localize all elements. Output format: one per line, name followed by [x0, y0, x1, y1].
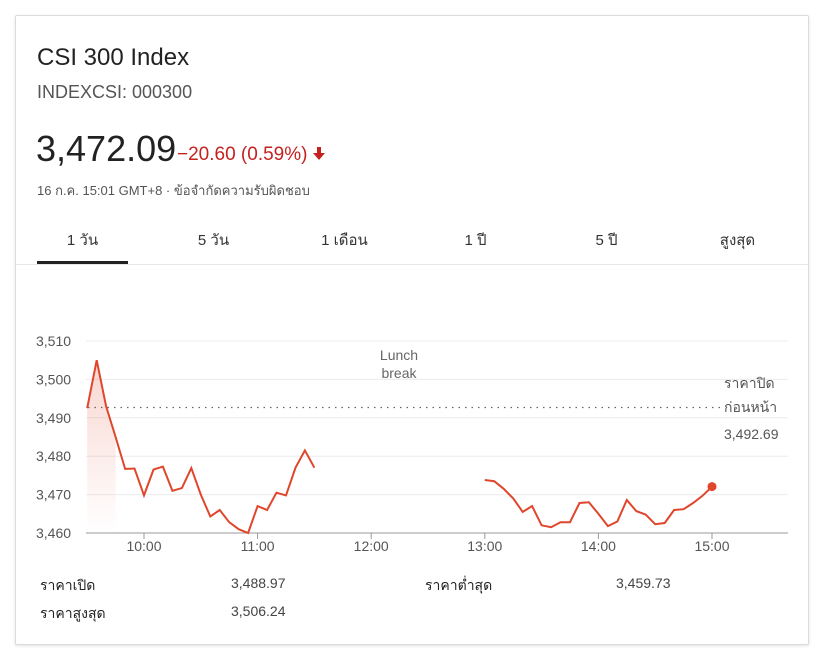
open-value: 3,488.97 — [231, 575, 286, 591]
stock-card: CSI 300 Index INDEXCSI: 000300 3,472.09 … — [15, 15, 809, 645]
arrow-down-icon — [313, 144, 326, 166]
low-label: ราคาต่ำสุด — [425, 577, 493, 593]
previous-close-label-line2: ก่อนหน้า — [724, 399, 777, 415]
grid-lines — [86, 340, 788, 534]
price-line-afternoon — [484, 479, 713, 529]
high-value: 3,506.24 — [231, 603, 286, 619]
price-chart: 3,460 3,470 3,480 3,490 3,500 3,510 10:00 11:0… — [36, 333, 788, 554]
tab-1-day[interactable]: 1 วัน — [66, 232, 99, 249]
high-label: ราคาสูงสุด — [40, 605, 106, 621]
x-tick-label: 13:00 — [467, 538, 502, 554]
y-tick-label: 3,460 — [36, 525, 71, 541]
x-axis-ticks: 10:00 11:00 12:00 13:00 14:00 15:00 — [126, 533, 730, 554]
x-tick-label: 15:00 — [694, 538, 729, 554]
y-tick-label: 3,510 — [36, 333, 71, 349]
price-line-morning — [86, 360, 316, 535]
price-area-fill — [87, 360, 116, 533]
y-tick-label: 3,490 — [36, 410, 71, 426]
price-change: −20.60 (0.59%) — [177, 144, 326, 166]
x-tick-label: 14:00 — [581, 538, 616, 554]
x-tick-label: 12:00 — [354, 538, 389, 554]
x-tick-label: 11:00 — [241, 538, 275, 554]
y-tick-label: 3,470 — [36, 487, 71, 503]
tab-5-years[interactable]: 5 ปี — [595, 232, 618, 249]
previous-close-value: 3,492.69 — [724, 426, 779, 442]
index-title: CSI 300 Index — [37, 44, 190, 71]
lunch-break-label-line1: Lunch — [380, 347, 418, 363]
range-tabs: 1 วัน 5 วัน 1 เดือน 1 ปี 5 ปี สูงสุด — [16, 216, 808, 265]
tab-5-days[interactable]: 5 วัน — [197, 232, 230, 249]
tab-max[interactable]: สูงสุด — [719, 232, 756, 249]
low-value: 3,459.73 — [616, 575, 671, 591]
ticker-symbol: INDEXCSI: 000300 — [37, 82, 193, 102]
selected-tab-indicator — [37, 261, 128, 264]
timestamp-disclaimer: 16 ก.ค. 15:01 GMT+8 · ข้อจำกัดความรับผิด… — [37, 180, 310, 201]
open-label: ราคาเปิด — [40, 577, 96, 593]
last-price-dot[interactable] — [707, 482, 717, 492]
y-tick-label: 3,480 — [36, 448, 71, 464]
current-price: 3,472.09 — [36, 128, 177, 169]
tab-1-year[interactable]: 1 ปี — [464, 232, 487, 249]
tab-1-month[interactable]: 1 เดือน — [321, 232, 368, 249]
lunch-break-label-line2: break — [381, 365, 417, 381]
y-axis-ticks: 3,460 3,470 3,480 3,490 3,500 3,510 — [36, 333, 71, 541]
x-tick-label: 10:00 — [126, 538, 161, 554]
y-tick-label: 3,500 — [36, 371, 71, 387]
price-change-text: −20.60 (0.59%) — [177, 144, 308, 165]
timestamp-disclaimer-text[interactable]: 16 ก.ค. 15:01 GMT+8 · ข้อจำกัดความรับผิด… — [37, 183, 310, 198]
previous-close-label-line1: ราคาปิด — [724, 375, 775, 391]
